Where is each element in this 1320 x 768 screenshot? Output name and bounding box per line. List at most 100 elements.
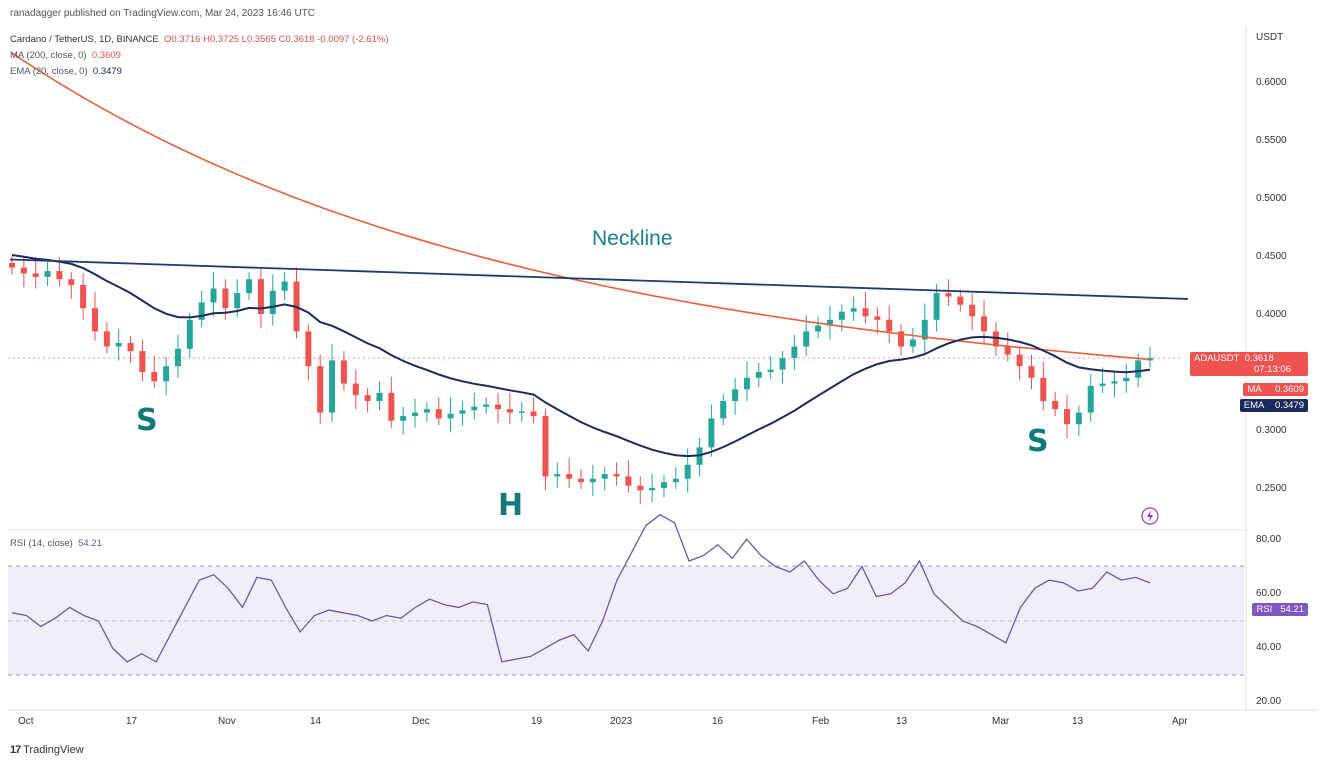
rsi-legend-label: RSI (14, close) — [10, 538, 73, 549]
ma-legend-value: 0.3609 — [91, 50, 121, 61]
candle-body — [139, 351, 146, 372]
candle-body — [340, 360, 347, 384]
left-shoulder-label: S — [136, 403, 158, 438]
candle-body — [68, 279, 75, 285]
candle-body — [281, 281, 288, 291]
candle-body — [447, 413, 454, 419]
candle-body — [779, 358, 786, 370]
neckline-label: Neckline — [592, 227, 673, 250]
candle-body — [660, 482, 667, 488]
candle-body — [1075, 412, 1082, 425]
candle-body — [364, 395, 371, 401]
candle-body — [815, 325, 822, 332]
rsi-tag-label: RSI — [1256, 604, 1273, 615]
candle-body — [257, 279, 264, 314]
candle-body — [115, 343, 122, 347]
candle-body — [506, 409, 513, 413]
ema-tag-label: EMA — [1243, 400, 1265, 411]
time-tick: 2023 — [610, 716, 633, 727]
time-tick: 14 — [310, 716, 322, 727]
publish-info: ranadagger published on TradingView.com,… — [10, 8, 316, 19]
candle-body — [91, 308, 98, 332]
candle-body — [388, 392, 395, 421]
price-tick: 0.5000 — [1256, 193, 1287, 204]
candle-body — [874, 316, 881, 320]
candle-body — [637, 485, 644, 491]
time-tick: 13 — [1072, 716, 1084, 727]
ema-legend[interactable]: EMA (20, close, 0) 0.3479 — [10, 66, 122, 77]
candle-body — [518, 411, 525, 413]
candle-body — [755, 372, 762, 378]
candle-body — [909, 339, 916, 347]
candle-body — [743, 377, 750, 390]
candle-body — [992, 331, 999, 347]
symbol-legend[interactable]: Cardano / TetherUS, 1D, BINANCE O0.3716 … — [10, 34, 388, 45]
candle-body — [1052, 401, 1059, 410]
rsi-value-tag: RSI 54.21 — [1252, 603, 1308, 616]
candle-body — [649, 488, 656, 491]
candle-body — [554, 474, 561, 477]
candle-body — [1040, 377, 1047, 401]
rsi-tag-value: 54.21 — [1280, 604, 1304, 615]
ma-tag-label: MA — [1247, 384, 1262, 395]
rsi-tick: 40.00 — [1256, 642, 1282, 653]
last-price-tag: ADAUSDT 0.3618 07:13:06 — [1190, 352, 1308, 376]
candle-body — [163, 366, 170, 382]
candle-body — [20, 267, 27, 274]
candle-body — [542, 416, 549, 477]
candle-body — [1099, 383, 1106, 386]
candle-body — [850, 308, 857, 312]
time-tick: 17 — [126, 716, 138, 727]
candle-body — [412, 412, 419, 417]
candle-body — [210, 288, 217, 303]
candle-body — [1004, 346, 1011, 355]
lightning-icon[interactable] — [1141, 507, 1159, 525]
candle-body — [103, 331, 110, 347]
tradingview-brand[interactable]: 17 TradingView — [10, 744, 84, 756]
rsi-line — [11, 513, 1151, 663]
candle-body — [613, 474, 620, 477]
candle-body — [198, 302, 205, 320]
candle-body — [459, 410, 466, 414]
rsi-legend[interactable]: RSI (14, close) 54.21 — [10, 538, 102, 549]
candle-body — [246, 279, 253, 294]
right-shoulder-label: S — [1027, 424, 1049, 459]
last-price: 0.3618 — [1244, 353, 1274, 364]
price-tick: 0.5500 — [1256, 135, 1287, 146]
candle-body — [44, 271, 51, 277]
candle-body — [625, 476, 632, 486]
candle-body — [720, 401, 727, 419]
candle-body — [1064, 409, 1071, 425]
candle-body — [127, 343, 134, 352]
candle-body — [1087, 385, 1094, 413]
candle-body — [791, 346, 798, 359]
candle-body — [80, 285, 87, 309]
candle-body — [1016, 354, 1023, 367]
candle-body — [708, 418, 715, 448]
ma-legend-label: MA (200, close, 0) — [10, 50, 87, 61]
candle-body — [269, 290, 276, 314]
candle-body — [732, 389, 739, 401]
rsi-legend-value: 54.21 — [78, 538, 102, 549]
ema-legend-value: 0.3479 — [92, 66, 122, 77]
time-tick: 16 — [712, 716, 724, 727]
symbol-tag: ADAUSDT — [1194, 353, 1240, 364]
symbol-name: Cardano / TetherUS, 1D, BINANCE — [10, 34, 159, 45]
candle-body — [1135, 360, 1142, 378]
candle-body — [222, 288, 229, 309]
ma200-line — [11, 52, 1151, 361]
neckline-trendline[interactable] — [9, 258, 1189, 300]
candle-body — [352, 383, 359, 396]
ema-tag-value: 0.3479 — [1274, 400, 1304, 411]
time-tick: Apr — [1172, 716, 1188, 727]
head-label: H — [498, 488, 524, 523]
candle-body — [317, 366, 324, 413]
ma-legend[interactable]: MA (200, close, 0) 0.3609 — [10, 50, 121, 61]
candle-body — [530, 411, 537, 417]
ohlc-values: O0.3716 H0.3725 L0.3565 C0.3618 -0.0097 … — [164, 34, 389, 45]
candle-body — [566, 474, 573, 479]
candle-body — [898, 331, 905, 347]
price-pane — [8, 28, 1248, 528]
candle-body — [803, 331, 810, 347]
